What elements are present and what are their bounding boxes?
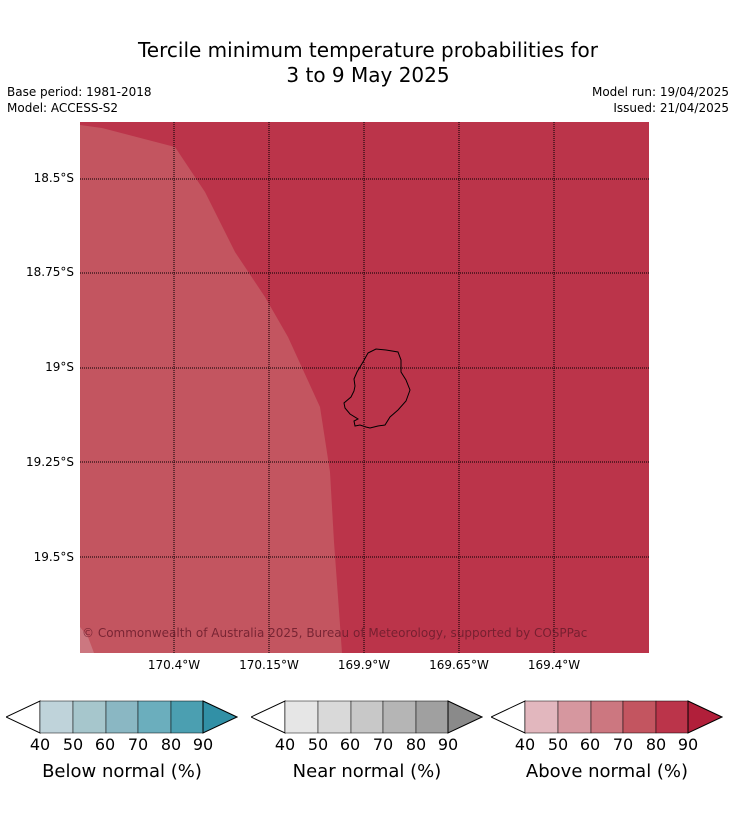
colorbar-above-seg-60 [590,700,624,734]
colorbar-near-normal [251,700,483,734]
lat-label-19-5: 19.5°S [33,550,74,564]
colorbar-near-label: Near normal (%) [292,761,442,782]
colorbar-near-tick-40: 40 [274,735,296,754]
colorbar-near-tick-80: 80 [405,735,427,754]
colorbar-near-seg-60 [350,700,384,734]
lon-label-170-4: 170.4°W [147,658,201,672]
map-region-above-60 [80,627,94,653]
colorbar-below-tick-60: 60 [94,735,116,754]
colorbar-above-seg-70 [622,700,657,734]
colorbar-near-tick-70: 70 [372,735,394,754]
lat-label-18-75: 18.75°S [26,265,74,279]
model-run: Model run: 19/04/2025 [591,85,729,99]
colorbar-below-tick-90: 90 [192,735,214,754]
colorbar-below-label: Below normal (%) [42,761,202,782]
colorbar-above-seg-40 [524,700,559,734]
lon-label-169-9: 169.9°W [337,658,391,672]
issued-date: Issued: 21/04/2025 [613,101,729,115]
colorbar-above-tick-50: 50 [547,735,569,754]
colorbar-below-tick-70: 70 [127,735,149,754]
colorbar-below-seg-40 [39,700,74,734]
colorbar-near-seg-50 [317,700,352,734]
lon-label-169-65: 169.65°W [429,658,489,672]
model-name: Model: ACCESS-S2 [7,101,119,115]
colorbar-below-tick-80: 80 [160,735,182,754]
colorbar-above-tick-80: 80 [645,735,667,754]
colorbar-near-tick-50: 50 [307,735,329,754]
colorbar-below-extend-low [6,700,41,734]
colorbar-above-seg-80 [655,700,689,734]
colorbar-below-tick-50: 50 [62,735,84,754]
colorbar-below-seg-80 [170,700,204,734]
probability-map [80,122,649,653]
map-title-line1: Tercile minimum temperature probabilitie… [137,38,599,62]
colorbar-above-extend-low [491,700,526,734]
graticule [80,122,649,653]
island-coastline [343,348,411,429]
colorbar-above-normal [491,700,723,734]
base-period: Base period: 1981-2018 [7,85,152,99]
colorbar-below-seg-60 [105,700,139,734]
colorbar-near-seg-80 [415,700,449,734]
colorbar-above-tick-90: 90 [677,735,699,754]
lon-label-170-15: 170.15°W [239,658,299,672]
colorbar-below-normal [6,700,238,734]
map-region-above-70 [80,125,342,653]
colorbar-below-extend-high [202,700,238,734]
colorbar-below-seg-50 [72,700,107,734]
copyright-notice: © Commonwealth of Australia 2025, Bureau… [82,626,588,640]
lat-label-19-25: 19.25°S [26,455,74,469]
colorbar-near-seg-70 [382,700,417,734]
colorbar-above-label: Above normal (%) [525,761,689,782]
lon-label-169-4: 169.4°W [527,658,581,672]
colorbar-near-extend-low [251,700,286,734]
colorbar-above-extend-high [687,700,723,734]
map-title-line2: 3 to 9 May 2025 [286,63,450,87]
colorbar-near-tick-90: 90 [437,735,459,754]
colorbar-below-tick-40: 40 [29,735,51,754]
colorbar-below-seg-70 [137,700,172,734]
colorbar-above-tick-60: 60 [579,735,601,754]
lat-label-19: 19°S [45,360,74,374]
colorbar-above-tick-70: 70 [612,735,634,754]
colorbar-above-seg-50 [557,700,592,734]
colorbar-near-tick-60: 60 [339,735,361,754]
lat-label-18-5: 18.5°S [33,171,74,185]
colorbar-near-extend-high [447,700,483,734]
colorbar-near-seg-40 [284,700,319,734]
colorbar-above-tick-40: 40 [514,735,536,754]
